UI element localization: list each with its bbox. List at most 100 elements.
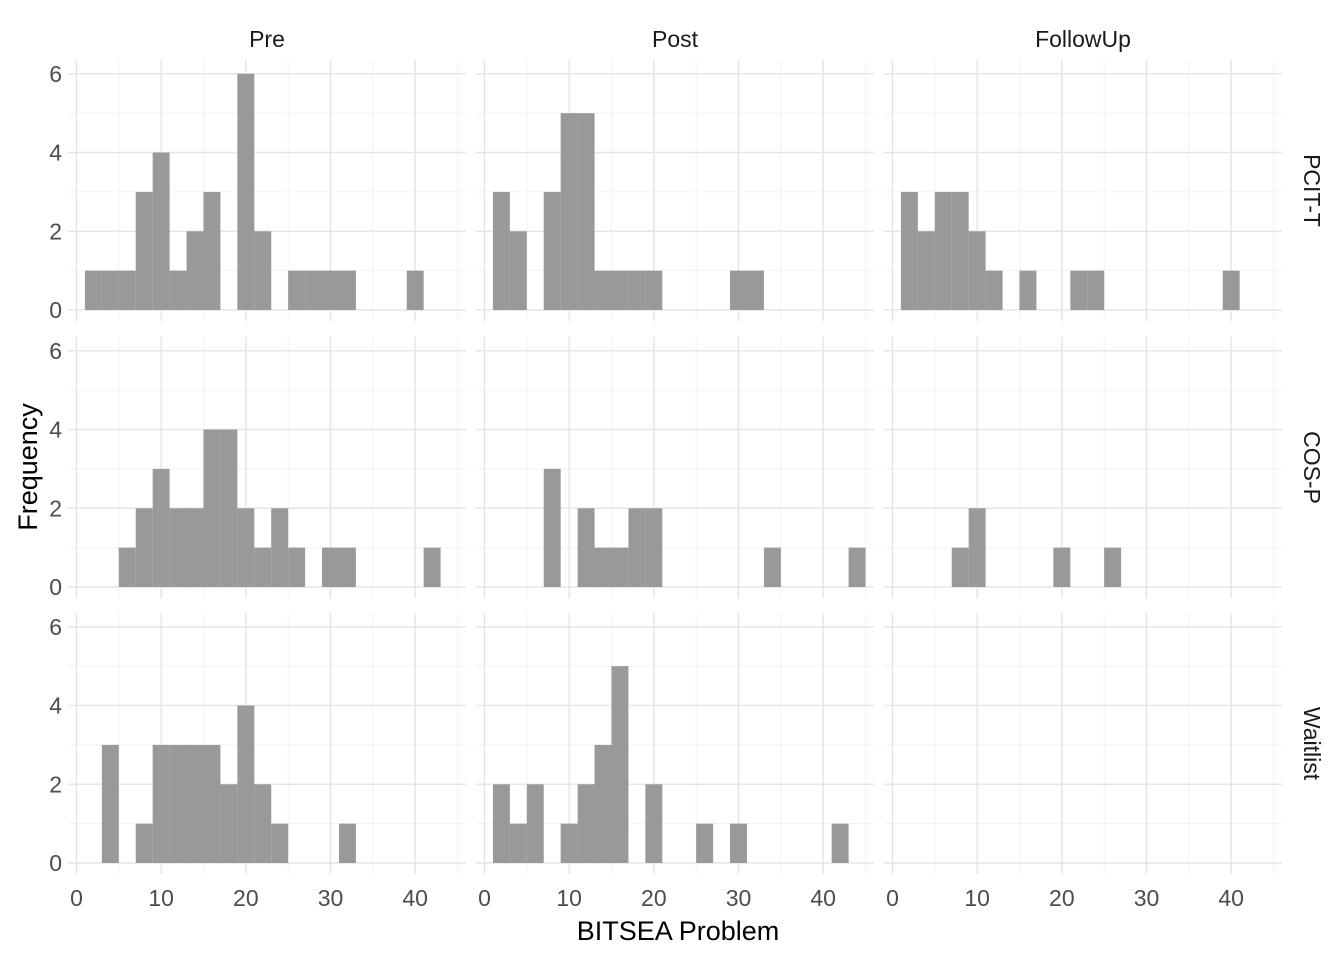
histogram-bar [169,508,187,587]
histogram-bar [934,191,952,310]
x-tick-label: 30 [318,885,344,911]
histogram-bar [730,823,747,863]
histogram-bar [492,784,510,863]
histogram-bar [492,191,510,310]
histogram-bar [1222,270,1240,310]
histogram-bar [322,270,339,310]
y-axis-title: Frequency [13,403,43,531]
histogram-bar [254,231,272,310]
panel-cos-p-followup [884,337,1282,598]
histogram-bar [169,270,187,310]
histogram-bar [338,270,356,310]
histogram-bar [203,744,221,863]
y-tick-label: 6 [49,614,62,640]
x-tick-label: 30 [726,885,752,911]
histogram-bar [152,744,170,863]
histogram-bar [543,191,561,310]
histogram-bar [900,191,918,310]
histogram-bar [220,429,238,587]
histogram-bar [594,270,612,310]
histogram-bar [203,429,221,587]
panel-waitlist-post [476,613,874,874]
panel-waitlist-followup [884,613,1282,874]
histogram-bar [577,113,595,310]
histogram-bar [288,270,306,310]
y-tick-label: 4 [49,693,62,719]
histogram-bar [543,468,561,587]
histogram-bar [594,547,612,587]
histogram-bar [1053,547,1071,587]
histogram-bar [848,547,866,587]
y-tick-label: 0 [49,574,62,600]
x-tick-label: 40 [402,885,428,911]
y-tick-label: 2 [49,771,62,797]
strips-layer: Pre Post FollowUp PCIT-T COS-P Waitlist [249,26,1325,781]
histogram-bar [1070,270,1088,310]
histogram-bar [951,191,969,310]
facet-column-label: Post [652,26,699,52]
histogram-bar [1019,270,1037,310]
histogram-bar [135,823,153,863]
histogram-bar [186,231,204,310]
histogram-bar [577,508,595,587]
y-tick-label: 2 [49,495,62,521]
histogram-bar [101,744,119,863]
x-tick-label: 40 [1218,885,1244,911]
histogram-bar [628,508,646,587]
x-tick-label: 0 [478,885,491,911]
histogram-bar [271,508,289,587]
histogram-bar [203,191,221,310]
histogram-bar [917,231,935,310]
x-tick-label: 20 [233,885,259,911]
histogram-bar [594,744,612,863]
histogram-bar [611,270,629,310]
x-tick-label: 40 [810,885,836,911]
histogram-bar [763,547,781,587]
histogram-bar [730,270,747,310]
histogram-bar [118,270,136,310]
histogram-bar [84,270,102,310]
facet-row-label: PCIT-T [1299,154,1325,227]
histogram-bar [237,508,255,587]
y-tick-label: 4 [49,417,62,443]
histogram-bar [406,270,424,310]
histogram-bar [118,547,136,587]
panel-waitlist-pre [68,613,466,874]
histogram-bar [645,270,663,310]
histogram-bar [611,666,629,863]
histogram-bar [746,270,764,310]
histogram-bar [305,270,323,310]
panel-cos-p-post [476,337,874,598]
histogram-bar [560,113,578,310]
histogram-bar [645,784,663,863]
x-tick-label: 10 [556,885,582,911]
x-tick-label: 0 [70,885,83,911]
histogram-bar [135,508,153,587]
histogram-bar [220,784,238,863]
histogram-bar [1087,270,1105,310]
facet-column-label: FollowUp [1035,26,1131,52]
histogram-bar [611,547,629,587]
histogram-bar [560,823,578,863]
histogram-bar [237,73,255,310]
histogram-bar [169,744,187,863]
histogram-bar [985,270,1003,310]
histogram-bar [509,231,527,310]
ticks-layer: 0 2 4 6 0 2 4 6 0 2 4 6 0 10 20 30 40 0 10 20 30 40 0 10 20 30 40 [49,61,1244,911]
y-tick-label: 4 [49,140,62,166]
histogram-bar [423,547,441,587]
facet-column-label: Pre [249,26,285,52]
histogram-bar [271,823,289,863]
panel-pcit-t-followup [884,60,1282,321]
histogram-bar [577,784,595,863]
histogram-bar [101,270,119,310]
x-tick-label: 10 [148,885,174,911]
panel-cos-p-pre [68,337,466,598]
histogram-bar [951,547,969,587]
histogram-bar [696,823,714,863]
y-tick-label: 0 [49,850,62,876]
histogram-bar [254,784,272,863]
facet-row-label: Waitlist [1299,707,1325,781]
panels-layer [68,60,1282,874]
